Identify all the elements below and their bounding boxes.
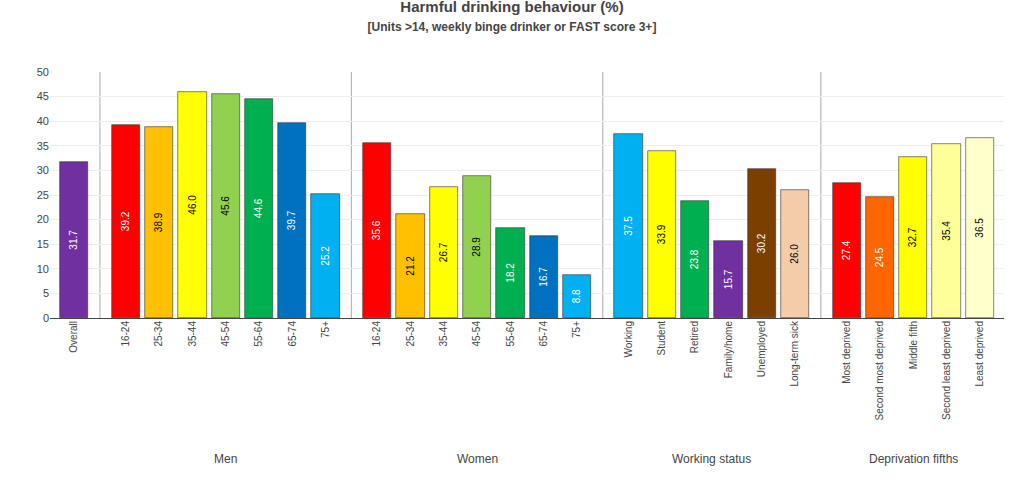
svg-text:16-24: 16-24 — [120, 321, 131, 347]
svg-text:Overall: Overall — [68, 321, 79, 353]
svg-text:55-64: 55-64 — [253, 321, 264, 347]
svg-text:65-74: 65-74 — [287, 321, 298, 347]
svg-text:40: 40 — [37, 115, 49, 127]
svg-text:45: 45 — [37, 90, 49, 102]
svg-text:44.6: 44.6 — [253, 198, 264, 218]
svg-text:45-54: 45-54 — [220, 321, 231, 347]
svg-text:65-74: 65-74 — [538, 321, 549, 347]
svg-text:0: 0 — [43, 312, 49, 324]
svg-text:30.2: 30.2 — [756, 233, 767, 253]
svg-text:5: 5 — [43, 287, 49, 299]
svg-text:35.6: 35.6 — [371, 220, 382, 240]
svg-text:Unemployed: Unemployed — [756, 321, 767, 377]
svg-text:Men: Men — [214, 452, 237, 466]
svg-text:16.7: 16.7 — [538, 267, 549, 287]
svg-text:75+: 75+ — [320, 321, 331, 338]
svg-text:32.7: 32.7 — [907, 227, 918, 247]
svg-text:35-44: 35-44 — [187, 321, 198, 347]
svg-text:10: 10 — [37, 263, 49, 275]
svg-text:Student: Student — [656, 321, 667, 356]
svg-text:24.5: 24.5 — [874, 247, 885, 267]
svg-text:55-64: 55-64 — [505, 321, 516, 347]
svg-text:26.7: 26.7 — [438, 242, 449, 262]
svg-text:Women: Women — [457, 452, 498, 466]
svg-text:Second most deprived: Second most deprived — [874, 321, 885, 421]
svg-text:75+: 75+ — [571, 321, 582, 338]
svg-text:Family/home: Family/home — [723, 321, 734, 379]
svg-text:36.5: 36.5 — [974, 218, 985, 238]
svg-text:50: 50 — [37, 66, 49, 78]
svg-text:27.4: 27.4 — [841, 240, 852, 260]
svg-text:Working: Working — [623, 321, 634, 358]
svg-text:25-34: 25-34 — [405, 321, 416, 347]
svg-text:31.7: 31.7 — [68, 230, 79, 250]
svg-text:35.4: 35.4 — [941, 221, 952, 241]
svg-text:Retired: Retired — [689, 321, 700, 353]
svg-text:38.9: 38.9 — [153, 212, 164, 232]
svg-text:35-44: 35-44 — [438, 321, 449, 347]
svg-text:25.2: 25.2 — [320, 246, 331, 266]
svg-text:25: 25 — [37, 189, 49, 201]
svg-text:45.6: 45.6 — [220, 196, 231, 216]
svg-text:28.9: 28.9 — [471, 237, 482, 257]
svg-text:46.0: 46.0 — [187, 195, 198, 215]
svg-text:15.7: 15.7 — [723, 269, 734, 289]
svg-text:Second least deprived: Second least deprived — [941, 321, 952, 420]
svg-text:Working status: Working status — [672, 452, 751, 466]
svg-text:20: 20 — [37, 213, 49, 225]
svg-text:18.2: 18.2 — [505, 263, 516, 283]
svg-text:Most deprived: Most deprived — [841, 321, 852, 384]
svg-text:39.7: 39.7 — [286, 210, 297, 230]
svg-text:26.0: 26.0 — [789, 244, 800, 264]
svg-text:45-54: 45-54 — [471, 321, 482, 347]
svg-text:Deprivation fifths: Deprivation fifths — [869, 452, 958, 466]
svg-text:16-24: 16-24 — [371, 321, 382, 347]
svg-text:15: 15 — [37, 238, 49, 250]
svg-text:35: 35 — [37, 140, 49, 152]
svg-text:33.9: 33.9 — [656, 224, 667, 244]
svg-text:39.2: 39.2 — [120, 211, 131, 231]
svg-text:21.2: 21.2 — [405, 256, 416, 276]
svg-text:25-34: 25-34 — [153, 321, 164, 347]
svg-text:30: 30 — [37, 164, 49, 176]
svg-text:Least deprived: Least deprived — [974, 321, 985, 387]
svg-text:37.5: 37.5 — [623, 216, 634, 236]
svg-text:8.8: 8.8 — [571, 289, 582, 303]
svg-text:Long-term sick: Long-term sick — [789, 320, 800, 387]
svg-text:Middle fifth: Middle fifth — [908, 321, 919, 369]
svg-text:23.8: 23.8 — [689, 249, 700, 269]
svg-text:Harmful drinking behaviour (%): Harmful drinking behaviour (%)[Units >14… — [368, 0, 657, 34]
